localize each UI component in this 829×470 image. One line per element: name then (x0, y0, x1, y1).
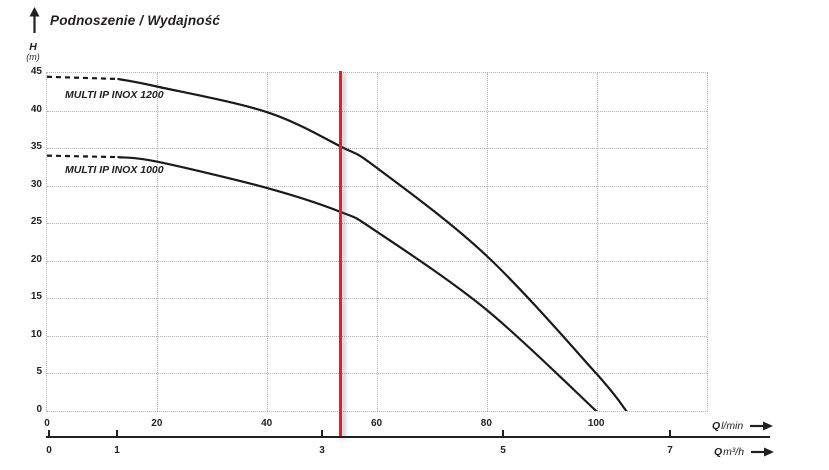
y-tick-label: 5 (36, 366, 42, 378)
pump-curves (47, 75, 628, 411)
x-lmin-tick-label: 80 (480, 418, 492, 429)
m3h-tick-mark (48, 430, 50, 436)
x-axis-m3h-line (46, 436, 770, 438)
curve-multi-ip-inox-1000 (117, 156, 598, 411)
gridline-v (487, 73, 488, 411)
y-tick-label: 40 (30, 103, 42, 115)
y-axis-symbol: H (29, 41, 37, 53)
red-marker-line (339, 71, 342, 438)
right-arrow-icon (750, 421, 774, 431)
m3h-tick-mark (321, 430, 323, 436)
x-m3h-tick-label: 7 (667, 445, 673, 456)
m3h-tick-mark (116, 430, 118, 436)
curve-dashed-start-0 (47, 75, 119, 81)
x-m3h-tick-label: 0 (46, 445, 52, 456)
q-symbol: Q (712, 420, 721, 432)
gridline-v (157, 73, 158, 411)
series-label-1200: MULTI IP INOX 1200 (65, 89, 164, 101)
m3h-tick-mark (669, 430, 671, 436)
x-m3h-tick-label: 3 (319, 445, 325, 456)
chart-title: Podnoszenie / Wydajność (50, 13, 221, 28)
x-m3h-tick-label: 1 (114, 445, 120, 456)
x-lmin-tick-label: 60 (370, 418, 383, 429)
x-lmin-tick-label: 0 (44, 418, 50, 429)
y-axis-unit: (m) (26, 52, 40, 62)
up-arrow-icon (29, 7, 40, 33)
plot-area: MULTI IP INOX 1200 MULTI IP INOX 1000 (46, 72, 708, 412)
curve-dashed-start-1 (47, 154, 119, 159)
q-symbol: Q (714, 446, 723, 458)
right-arrow-icon (751, 447, 775, 457)
x-lmin-tick-label: 40 (261, 418, 273, 429)
x-axis-lmin-label: Q l/min (712, 420, 774, 432)
gridline-v (377, 73, 378, 411)
series-label-1000: MULTI IP INOX 1000 (65, 164, 164, 176)
q-unit-lmin: l/min (721, 420, 744, 432)
x-lmin-tick-label: 20 (151, 418, 163, 429)
m3h-tick-mark (502, 430, 504, 436)
y-tick-label: 45 (30, 66, 42, 77)
y-tick-label: 10 (30, 328, 42, 340)
x-m3h-tick-label: 5 (500, 445, 506, 456)
q-unit-m3h: m³/h (723, 446, 745, 458)
y-tick-label: 30 (30, 178, 42, 190)
y-tick-label: 0 (36, 404, 42, 415)
gridline-v (597, 73, 598, 411)
gridline-v (267, 73, 268, 411)
y-tick-label: 15 (30, 291, 42, 303)
y-tick-label: 25 (30, 216, 42, 228)
y-tick-label: 35 (30, 141, 42, 153)
x-lmin-tick-label: 100 (587, 418, 605, 429)
y-tick-label: 20 (30, 253, 42, 265)
curve-multi-ip-inox-1200 (117, 77, 628, 411)
x-axis-m3h-label: Q m³/h (714, 446, 775, 458)
